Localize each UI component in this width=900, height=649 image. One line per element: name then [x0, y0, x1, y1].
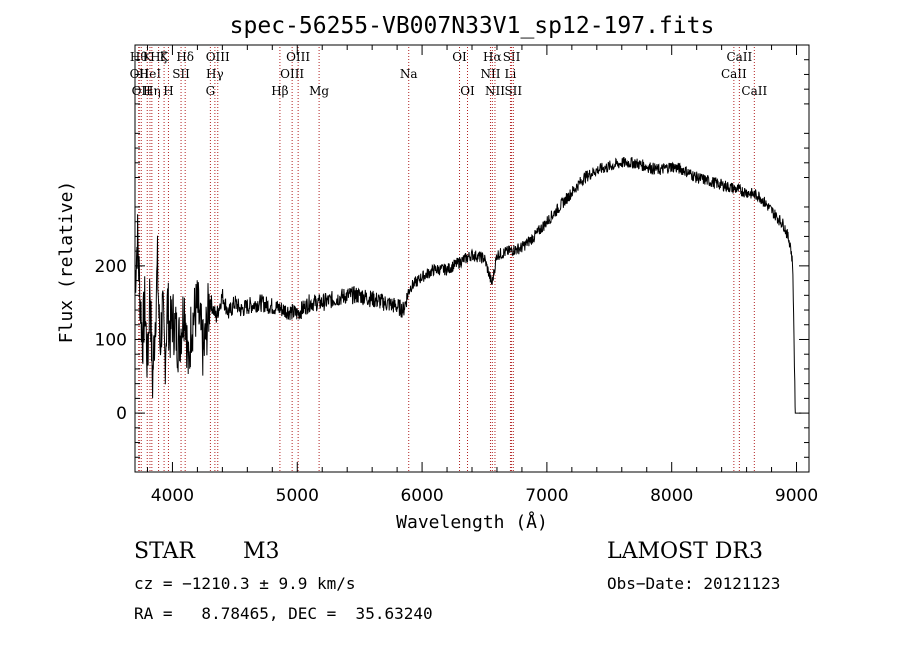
x-axis-label: Wavelength (Å) — [396, 511, 548, 533]
chart-title: spec-56255-VB007N33V1_sp12-197.fits — [230, 13, 715, 39]
spectral-line-label: SII — [172, 67, 190, 81]
object-subclass: M3 — [243, 539, 280, 564]
y-axis-label: Flux (relative) — [56, 181, 77, 344]
spectral-line-label: NII — [480, 67, 500, 81]
spectral-line-label: Li — [505, 67, 517, 81]
spectral-line-label: CaII — [721, 67, 747, 81]
spectral-line-label: SII — [503, 50, 521, 64]
survey-name: LAMOST DR3 — [607, 539, 763, 564]
observation-date: Obs−Date: 20121123 — [607, 574, 781, 593]
spectral-line-label: OIII — [206, 50, 230, 64]
x-tick-label: 4000 — [151, 486, 194, 506]
spectral-line-label: OIII — [280, 67, 304, 81]
spectral-line-label: G — [206, 84, 216, 98]
spectral-line-label: NII — [485, 84, 505, 98]
spectral-line-label: Hα — [483, 50, 502, 64]
spectral-line-label: HeI — [139, 67, 162, 81]
spectral-line-label: CaII — [726, 50, 752, 64]
spectral-line-label: Hγ — [206, 67, 224, 81]
redshift-cz: cz = −1210.3 ± 9.9 km/s — [134, 574, 356, 593]
spectral-line-label: K — [160, 50, 170, 64]
emission-lines: HθOIIOIIKHeIHηHζKHSIIHδGHγOIIIHβOIIIOIII… — [130, 47, 767, 472]
spectral-line-label: Hδ — [176, 50, 194, 64]
spectral-line-label: OI — [452, 50, 467, 64]
ra-dec: RA = 8.78465, DEC = 35.63240 — [134, 604, 433, 623]
x-tick-label: 7000 — [525, 486, 568, 506]
spectral-line-label: H — [163, 84, 173, 98]
x-tick-label: 8000 — [650, 486, 693, 506]
object-class: STAR — [134, 539, 195, 564]
spectral-line-label: OI — [460, 84, 475, 98]
spectral-line-label: Hη — [143, 84, 161, 98]
y-tick-label: 200 — [95, 257, 127, 277]
y-tick-label: 0 — [116, 404, 127, 424]
x-tick-label: 6000 — [400, 486, 443, 506]
spectral-line-label: OIII — [286, 50, 310, 64]
spectral-line-label: K — [143, 50, 153, 64]
y-tick-label: 100 — [95, 330, 127, 350]
axis-ticks: 4000 5000 6000 7000 8000 9000 0 100 200 — [95, 45, 818, 506]
spectral-line-label: SII — [504, 84, 522, 98]
spectrum-line — [134, 156, 802, 414]
x-tick-label: 5000 — [276, 486, 319, 506]
spectral-line-label: Hβ — [271, 84, 288, 98]
plot-frame — [134, 44, 810, 473]
spectral-line-label: CaII — [741, 84, 767, 98]
x-tick-label: 9000 — [775, 486, 818, 506]
spectral-line-label: Hζ — [150, 50, 167, 64]
spectral-line-label: Na — [400, 67, 418, 81]
spectral-line-label: OII — [132, 84, 152, 98]
spectral-line-label: Mg — [309, 84, 329, 98]
